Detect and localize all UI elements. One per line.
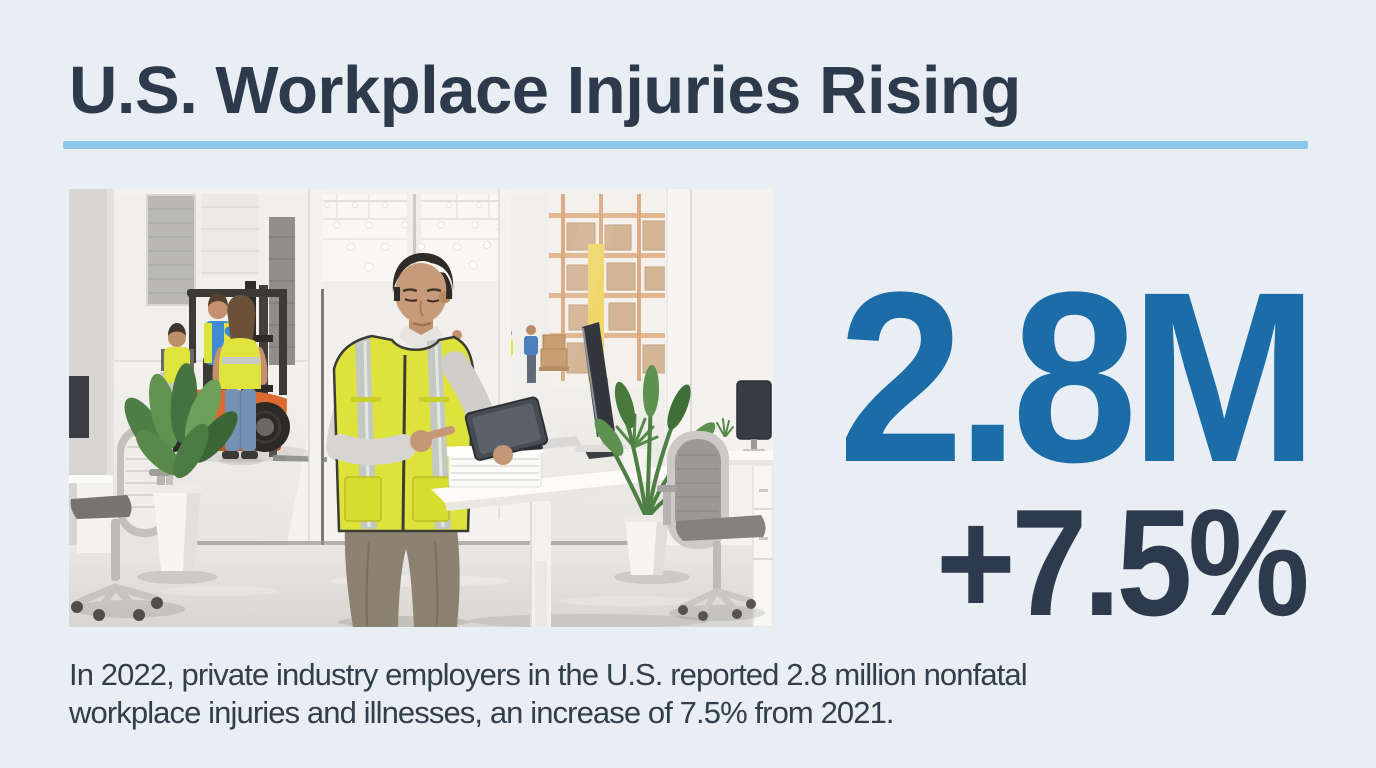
warehouse-workers-forklift — [161, 293, 268, 465]
left-keyboard — [71, 468, 103, 475]
hand-right — [493, 445, 513, 465]
keyboard — [531, 436, 581, 450]
left-monitor — [69, 376, 89, 438]
worker-woman-back — [212, 295, 268, 465]
hi-vis-vest — [332, 334, 475, 533]
trousers — [344, 527, 460, 627]
tablet — [464, 396, 549, 461]
shirt-collar — [399, 326, 443, 355]
forearm-left — [328, 434, 416, 465]
drawer-cabinet — [752, 464, 773, 627]
right-monitor — [736, 380, 772, 440]
right-workstation — [657, 380, 773, 627]
head — [392, 253, 454, 326]
safety-manager — [326, 253, 509, 627]
stat-injuries-total: 2.8M — [838, 242, 1318, 513]
stat-percent-change: +7.5% — [935, 478, 1310, 648]
stats-block: 2.8M +7.5% — [773, 190, 1376, 639]
office-chair-right — [657, 431, 766, 621]
standing-desk — [410, 322, 729, 627]
title-underline — [63, 141, 1308, 149]
page-title: U.S. Workplace Injuries Rising — [69, 53, 1021, 128]
caption-line-2: workplace injuries and illnesses, an inc… — [69, 695, 895, 730]
caption-text: In 2022, private industry employers in t… — [69, 656, 1028, 732]
caption-line-1: In 2022, private industry employers in t… — [69, 657, 1028, 692]
workplace-photo — [69, 189, 773, 627]
potted-plant-left — [124, 363, 238, 584]
pointing-finger — [421, 426, 455, 441]
